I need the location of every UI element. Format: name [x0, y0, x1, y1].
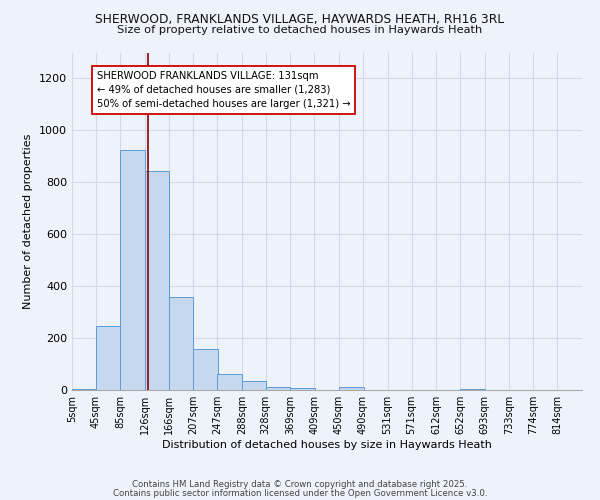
Bar [193, 349, 218, 390]
Bar [460, 388, 485, 390]
Bar [266, 387, 290, 390]
Text: SHERWOOD, FRANKLANDS VILLAGE, HAYWARDS HEATH, RH16 3RL: SHERWOOD, FRANKLANDS VILLAGE, HAYWARDS H… [95, 12, 505, 26]
Y-axis label: Number of detached properties: Number of detached properties [23, 134, 34, 309]
Bar [169, 298, 193, 390]
Bar [339, 388, 364, 390]
Bar [242, 382, 266, 390]
Bar [290, 388, 315, 390]
Bar [72, 388, 97, 390]
X-axis label: Distribution of detached houses by size in Haywards Heath: Distribution of detached houses by size … [162, 440, 492, 450]
Text: Contains HM Land Registry data © Crown copyright and database right 2025.: Contains HM Land Registry data © Crown c… [132, 480, 468, 489]
Bar [96, 326, 121, 390]
Text: Size of property relative to detached houses in Haywards Heath: Size of property relative to detached ho… [118, 25, 482, 35]
Bar [217, 374, 242, 390]
Bar [120, 150, 145, 390]
Text: Contains public sector information licensed under the Open Government Licence v3: Contains public sector information licen… [113, 489, 487, 498]
Text: SHERWOOD FRANKLANDS VILLAGE: 131sqm
← 49% of detached houses are smaller (1,283): SHERWOOD FRANKLANDS VILLAGE: 131sqm ← 49… [97, 70, 350, 108]
Bar [145, 170, 169, 390]
